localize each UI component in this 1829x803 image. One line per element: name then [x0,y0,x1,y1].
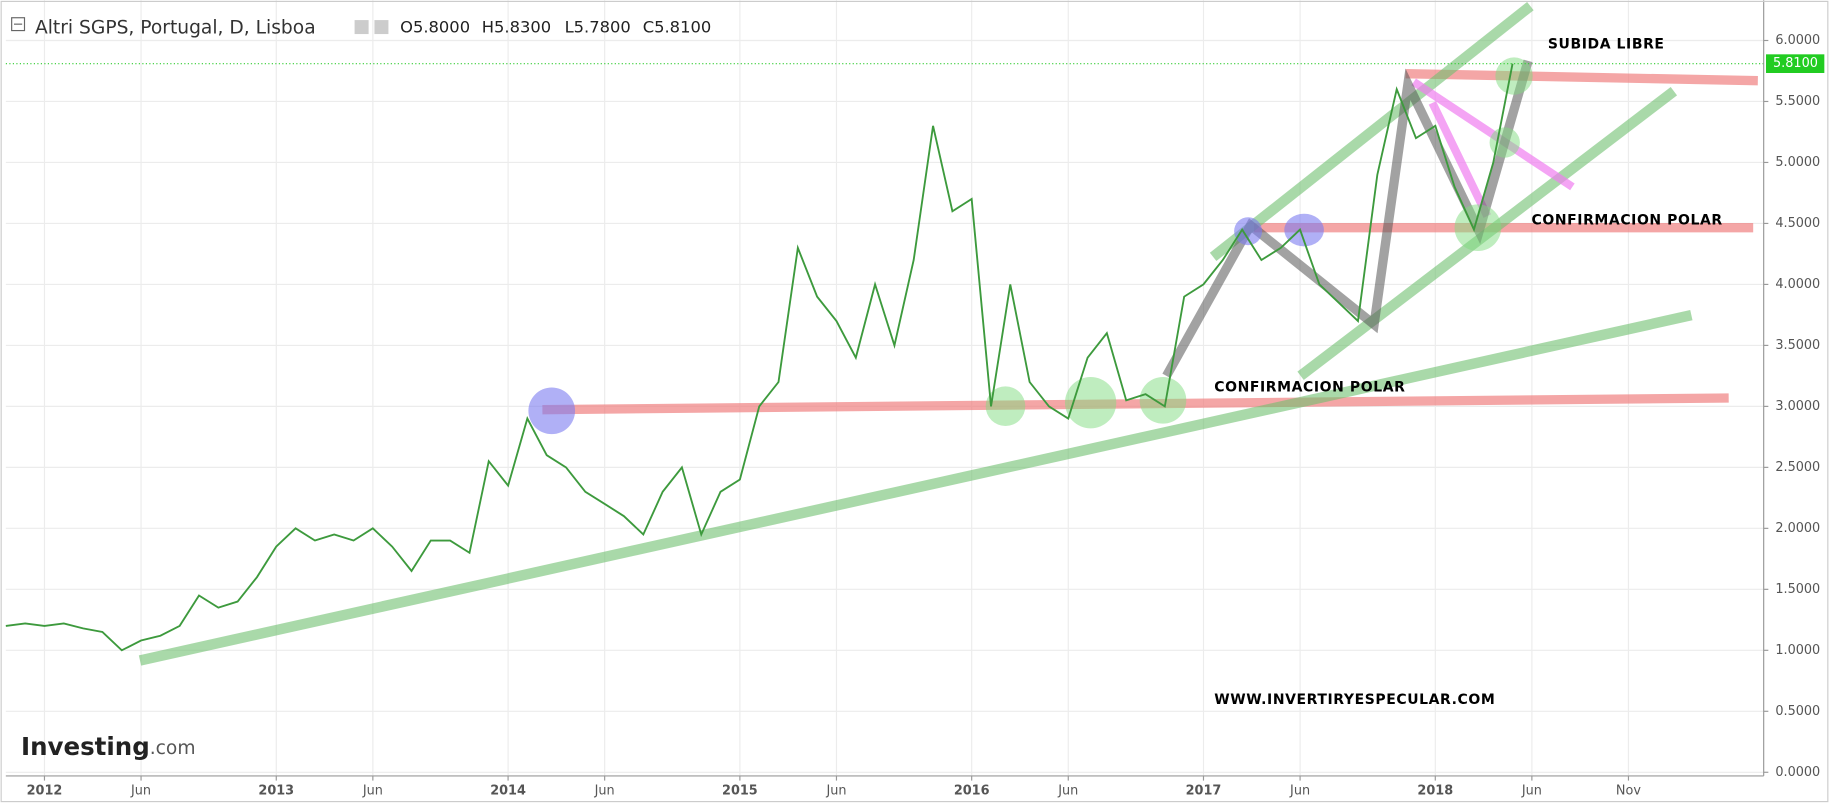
x-tick-label: 2017 [1186,784,1222,799]
plot [5,63,1764,652]
x-tick-label: 2012 [27,784,63,799]
x-tick-label: 2014 [490,784,526,799]
y-tick-label: 0.0000 [1775,765,1820,780]
trend-line [138,310,1693,666]
annotation-text: SUBIDA LIBRE [1548,37,1665,53]
x-tick-label: Jun [1521,784,1542,799]
y-tick-label: 2.5000 [1775,460,1820,475]
grid [5,0,1764,776]
marker [1284,213,1324,247]
annotations [138,1,1758,666]
y-tick-label: 3.0000 [1775,399,1820,414]
price-line [5,63,1514,652]
x-tick-label: 2015 [722,784,758,799]
annotation-text: WWW.INVERTIRYESPECULAR.COM [1214,692,1495,708]
x-tick-label: Jun [1289,784,1310,799]
x-tick-label: Jun [362,784,383,799]
trend-line [1209,1,1534,261]
ohlc-close: C5.8100 [643,18,712,37]
y-tick-label: 2.0000 [1775,521,1820,536]
logo: Investing.com [21,732,196,761]
y-tick-label: 5.0000 [1775,155,1820,170]
header: Altri SGPS, Portugal, D, Lisboa O5.8000 … [11,17,712,39]
y-tick-label: 4.5000 [1775,216,1820,231]
annotation-text: CONFIRMACION POLAR [1214,380,1405,396]
y-tick-label: 3.5000 [1775,338,1820,353]
x-tick-label: Nov [1616,784,1641,799]
marker [1234,217,1263,246]
marker [528,387,576,435]
marker [1489,127,1520,158]
x-tick-label: Jun [825,784,846,799]
marker [985,386,1026,426]
y-tick-label: 0.5000 [1775,704,1820,719]
settings-icon[interactable] [374,20,389,35]
settings-icon[interactable] [354,20,369,35]
x-tick-label: Jun [130,784,151,799]
x-tick-label: Jun [1057,784,1078,799]
resistance-line [1405,69,1758,86]
y-tick-label: 1.5000 [1775,582,1820,597]
annotation-text: CONFIRMACION POLAR [1532,213,1723,229]
marker [1139,377,1187,424]
y-tick-label: 1.0000 [1775,643,1820,658]
logo-main: Investing [21,732,150,761]
ohlc-low: L5.7800 [565,18,631,37]
last-price-badge [1766,54,1825,73]
x-tick-label: Jun [594,784,615,799]
wave-line [1162,59,1533,379]
logo-suffix: .com [150,737,196,758]
last-price-label: 5.8100 [1773,56,1818,71]
y-tick-label: 4.0000 [1775,277,1820,292]
x-tick-label: 2013 [258,784,294,799]
y-tick-label: 6.0000 [1775,33,1820,48]
collapse-icon[interactable] [11,17,26,32]
ohlc-open: O5.8000 [400,18,470,37]
marker [1495,57,1533,95]
x-tick-label: 2016 [954,784,990,799]
marker [1454,204,1502,252]
y-tick-label: 5.5000 [1775,94,1820,109]
pattern-line [1428,101,1491,218]
symbol-title: Altri SGPS, Portugal, D, Lisboa [35,18,316,39]
ohlc-high: H5.8300 [482,18,551,37]
x-tick-label: 2018 [1417,784,1453,799]
resistance-line [542,393,1729,415]
